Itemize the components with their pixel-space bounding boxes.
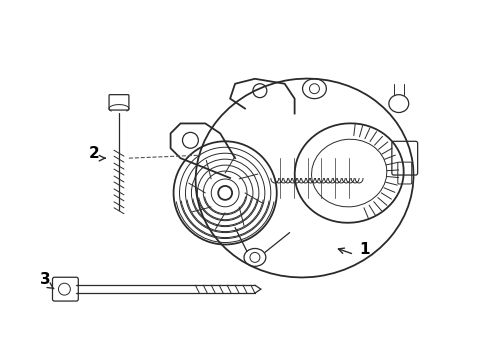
Text: 1: 1 — [359, 242, 369, 257]
Text: 3: 3 — [40, 272, 50, 287]
Text: 2: 2 — [89, 146, 100, 161]
